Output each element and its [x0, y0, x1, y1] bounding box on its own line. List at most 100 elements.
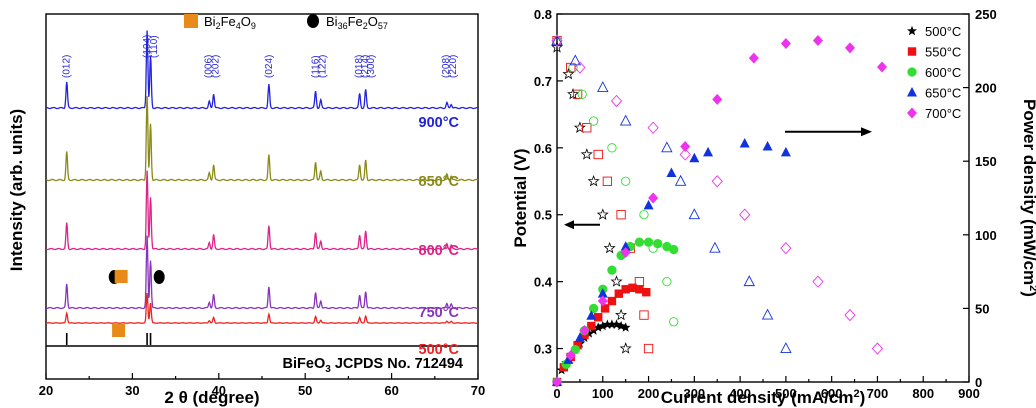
fc-legend-label: 600°C	[925, 65, 961, 80]
fc-x-tick-label: 500	[775, 386, 797, 401]
fc-power-point-700c	[597, 295, 608, 307]
fc-power-point-550c	[573, 341, 582, 350]
xrd-x-tick-label: 60	[384, 383, 398, 398]
xrd-hkl-label: (208)	[441, 55, 452, 78]
fc-x-tick-label: 600	[821, 386, 843, 401]
legend-square-icon	[184, 14, 198, 28]
fc-potential-point-500c	[562, 67, 575, 80]
xrd-legend-label: Bi2Fe4O9	[204, 14, 256, 31]
fc-power-point-550c	[628, 283, 637, 292]
fc-potential-point-700c	[739, 208, 751, 221]
xrd-pattern-500c	[46, 292, 479, 324]
xrd-x-tick-label: 40	[212, 383, 226, 398]
fc-power-point-600c	[669, 244, 679, 255]
fc-potential-point-550c	[643, 343, 654, 354]
fc-potential-point-700c	[780, 242, 792, 255]
xrd-reference-label: BiFeO3 JCPDS No. 712494	[283, 356, 463, 375]
fc-power-point-650c	[620, 241, 631, 251]
fc-power-point-500c	[602, 319, 613, 329]
fc-power-point-500c	[616, 320, 626, 331]
fc-power-point-500c	[584, 328, 594, 338]
fc-power-point-650c	[739, 138, 750, 148]
xrd-hkl-label: (006)	[203, 55, 214, 78]
fc-potential-point-500c	[573, 121, 586, 133]
fc-power-point-650c	[563, 354, 574, 364]
fc-potential-point-500c	[551, 41, 563, 53]
fc-potential-point-600c	[669, 317, 679, 327]
fc-potential-point-650c	[551, 34, 563, 46]
fc-power-point-700c	[552, 376, 562, 388]
fc-power-point-700c	[748, 52, 759, 64]
fc-potential-point-550c	[639, 310, 649, 320]
fc-legend-marker-650c	[907, 87, 917, 97]
fc-legend-marker-700c	[907, 107, 917, 119]
fc-potential-point-650c	[661, 141, 673, 153]
fc-y2-tick-label: 150	[975, 154, 997, 169]
fc-power-point-500c	[593, 322, 604, 332]
fc-power-point-700c	[620, 246, 631, 258]
fc-power-point-550c	[594, 313, 603, 322]
xrd-y-axis-title: Intensity (arb. units)	[7, 109, 26, 271]
fc-potential-point-650c	[743, 275, 756, 287]
xrd-hkl-labels: (012) (104)(110) (006)(202) (024) (116)(122)…	[62, 35, 459, 78]
fc-x-tick-label: 0	[553, 386, 560, 401]
fc-power-point-650c	[689, 152, 700, 163]
xrd-x-axis: 20 30 40 50 60 70	[39, 373, 485, 398]
fc-power-point-550c	[607, 296, 617, 306]
fc-potential-point-650c	[674, 174, 687, 186]
fc-x-axis-title: Current density (mA/cm2)	[661, 388, 866, 407]
fc-potential-point-650c	[619, 114, 632, 126]
fc-potential-point-700c	[871, 342, 884, 355]
fc-potential-point-650c	[569, 54, 582, 66]
xrd-reference-lines: BiFeO3 JCPDS No. 712494	[65, 333, 463, 375]
fuel-cell-chart: 0 100 200 300 400 500 600 700 800 9000.30.40.50.6…	[511, 7, 1036, 407]
xrd-legend-label: Bi36Fe2O57	[326, 14, 388, 31]
xrd-pattern-850c	[45, 95, 479, 182]
fc-x-tick-label: 900	[958, 386, 980, 401]
fc-power-point-650c	[574, 332, 585, 342]
xrd-hkl-label: (018)	[354, 55, 365, 78]
fc-potential-point-700c	[679, 148, 691, 161]
legend-circle-icon	[307, 14, 319, 28]
fc-potential-point-500c	[587, 174, 600, 187]
fc-legend-label: 700°C	[925, 106, 961, 121]
fc-power-point-700c	[680, 140, 691, 152]
fc-potential-point-550c	[593, 149, 603, 160]
fc-legend-label: 550°C	[925, 45, 961, 60]
xrd-hkl-label: (202)	[210, 55, 221, 78]
fc-potential-point-700c	[711, 175, 723, 188]
xrd-x-axis-title: 2 θ (degree)	[164, 388, 259, 407]
xrd-plot-frame	[45, 13, 479, 380]
fc-y-tick-label: 0.7	[534, 74, 552, 89]
fc-potential-point-600c	[662, 276, 672, 287]
left-arrow-head-icon	[564, 220, 574, 230]
fc-potential-point-500c	[603, 241, 616, 254]
fc-power-point-700c	[565, 350, 576, 362]
fc-potential-point-700c	[812, 275, 824, 288]
fc-y-tick-label: 0.4	[534, 275, 553, 290]
fc-power-point-650c	[703, 146, 714, 157]
fc-y2-tick-label: 250	[975, 7, 997, 22]
fc-power-point-700c	[712, 93, 723, 105]
fc-power-point-650c	[586, 310, 597, 320]
fc-axis-arrows	[564, 127, 872, 230]
fc-power-point-500c	[611, 319, 622, 329]
fc-power-point-650c	[666, 167, 677, 177]
xrd-hkl-label: (116)	[311, 55, 322, 78]
fc-power-point-650c	[643, 199, 654, 210]
xrd-hkl-label: (024)	[264, 55, 275, 78]
fc-potential-point-650c	[780, 342, 792, 353]
fc-potential-point-550c	[572, 89, 583, 99]
fc-y-tick-label: 0.3	[534, 342, 552, 357]
xrd-patterns	[45, 30, 479, 324]
xrd-hkl-label: (012)	[62, 55, 73, 78]
fc-power-point-650c	[762, 140, 773, 151]
bi2fe4o9-marker	[112, 324, 126, 337]
fc-power-point-700c	[877, 61, 888, 73]
fc-potential-point-550c	[582, 123, 592, 133]
fc-potential-point-500c	[580, 148, 593, 160]
fc-potential-point-650c	[761, 308, 774, 320]
xrd-impurity-markers	[108, 270, 165, 337]
fc-power-point-700c	[812, 34, 823, 46]
